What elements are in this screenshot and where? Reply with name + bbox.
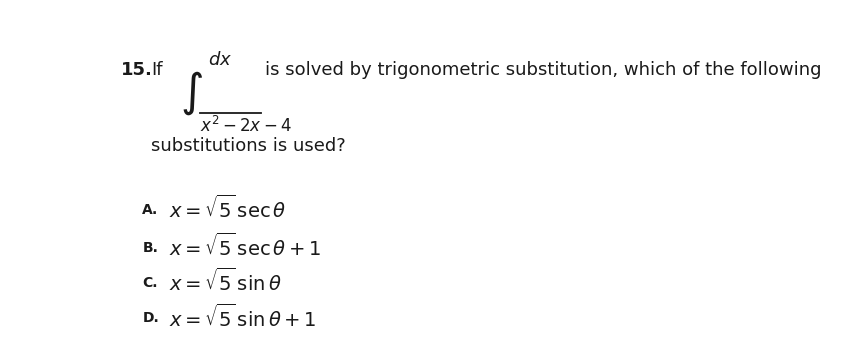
Text: A.: A. xyxy=(143,203,159,217)
Text: $x = \sqrt{5}\,\sin\theta$: $x = \sqrt{5}\,\sin\theta$ xyxy=(169,268,281,295)
Text: D.: D. xyxy=(143,311,159,325)
Text: is solved by trigonometric substitution, which of the following: is solved by trigonometric substitution,… xyxy=(266,61,822,79)
Text: C.: C. xyxy=(143,276,158,290)
Text: $x = \sqrt{5}\,\sec\theta + 1$: $x = \sqrt{5}\,\sec\theta + 1$ xyxy=(169,233,321,260)
Text: B.: B. xyxy=(143,241,158,255)
Text: $x = \sqrt{5}\,\sec\theta$: $x = \sqrt{5}\,\sec\theta$ xyxy=(169,195,286,222)
Text: 15.: 15. xyxy=(121,61,153,79)
Text: $x = \sqrt{5}\,\sin\theta + 1$: $x = \sqrt{5}\,\sin\theta + 1$ xyxy=(169,303,316,330)
Text: $dx$: $dx$ xyxy=(208,50,233,68)
Text: $\int$: $\int$ xyxy=(180,70,203,117)
Text: substitutions is used?: substitutions is used? xyxy=(151,137,346,155)
Text: $x^2 - 2x - 4$: $x^2 - 2x - 4$ xyxy=(200,116,292,136)
Text: If: If xyxy=(151,61,162,79)
